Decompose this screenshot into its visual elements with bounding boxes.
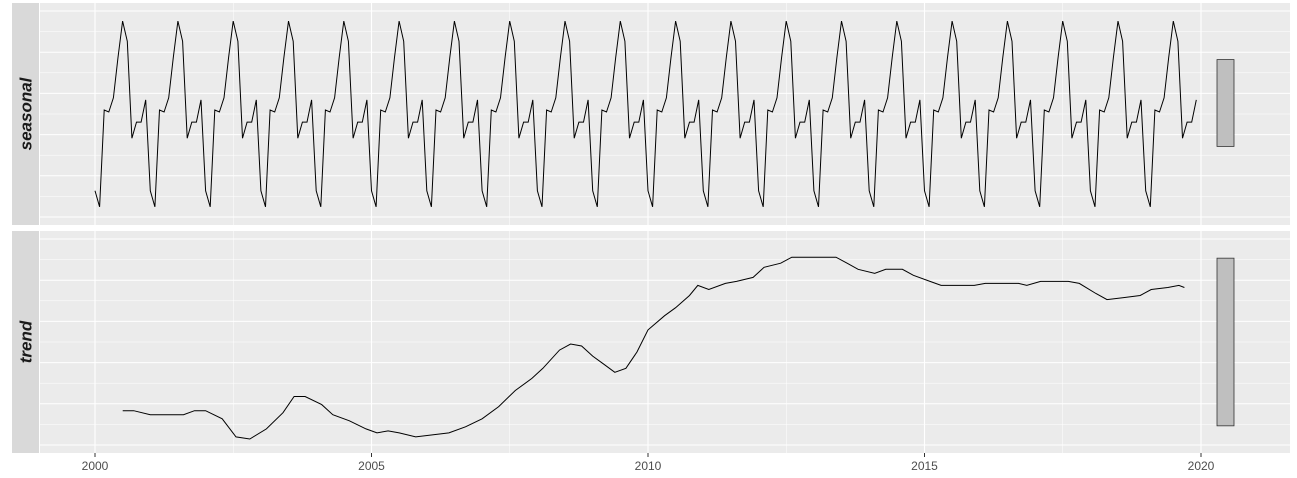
scale-bar-trend: [1216, 257, 1235, 427]
strip-trend: [12, 231, 39, 453]
panel-seasonal: seasonal: [12, 3, 1290, 225]
x-tick-label: 2005: [358, 459, 385, 473]
panels: seasonal trend: [12, 3, 1290, 453]
scale-bar-seasonal: [1216, 59, 1235, 147]
x-tick-label: 2010: [635, 459, 662, 473]
panel-trend: trend: [12, 231, 1290, 453]
series-line-seasonal: [94, 20, 1197, 208]
strip-label-trend: trend: [17, 320, 36, 363]
strip-label-seasonal: seasonal: [17, 76, 36, 150]
series-line-trend: [122, 256, 1185, 440]
x-tick-label: 2020: [1188, 459, 1215, 473]
x-tick-label: 2000: [82, 459, 109, 473]
x-axis: 2000 2005 2010 2015 2020: [82, 453, 1215, 473]
x-tick-label: 2015: [911, 459, 938, 473]
strip-seasonal: [12, 3, 39, 225]
